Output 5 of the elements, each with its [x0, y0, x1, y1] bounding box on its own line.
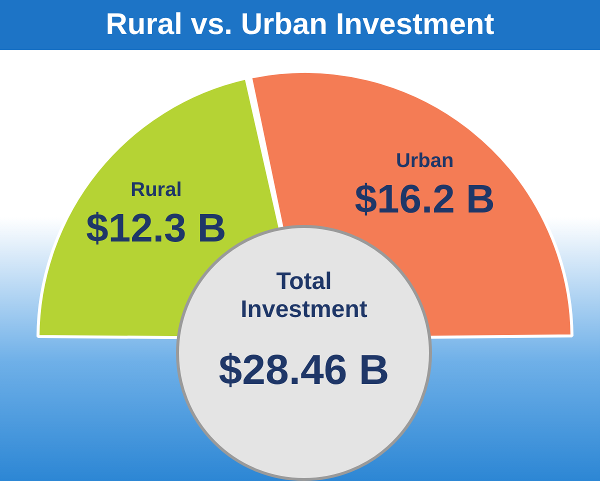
data-label: $16.2 B	[354, 178, 495, 222]
chart-title: Rural vs. Urban Investment	[0, 0, 600, 50]
slice-label: Rural	[130, 179, 182, 202]
data-label: $12.3 B	[86, 206, 226, 251]
slice-label: Urban	[396, 150, 454, 172]
